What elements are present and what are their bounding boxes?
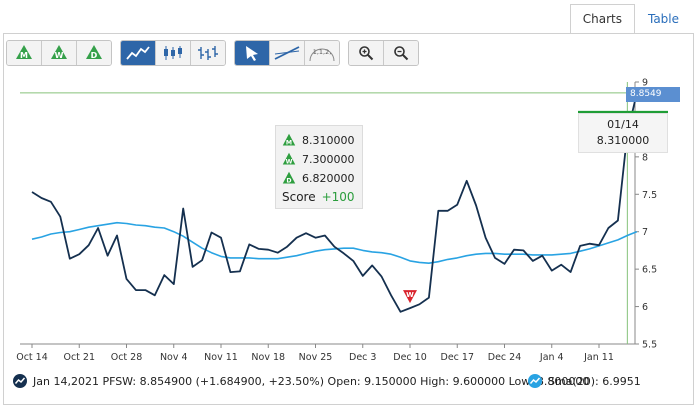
tab-table[interactable]: Table — [647, 12, 679, 26]
tooltip-row-monthly: M 8.310000 — [282, 132, 355, 148]
fibonacci-button[interactable]: 1,1,2, — [305, 41, 339, 65]
chart-series — [20, 82, 638, 344]
tooltip-value: 8.310000 — [302, 133, 355, 147]
y-tick-label: 6.5 — [642, 265, 657, 276]
daily-arrow-icon: D — [86, 45, 102, 60]
price-legend: Jan 14,2021 PFSW: 8.854900 (+1.684900, +… — [13, 374, 589, 388]
drawing-tool-group: 1,1,2, — [234, 40, 340, 66]
price-legend-text: Jan 14,2021 PFSW: 8.854900 (+1.684900, +… — [33, 374, 590, 388]
sma-line — [31, 221, 638, 265]
sma-series-icon — [528, 374, 542, 388]
score-label: Score — [282, 190, 316, 204]
x-tick-label: Oct 28 — [111, 352, 143, 363]
sma-legend: Sma(20): 6.9951 — [528, 374, 641, 388]
weekly-arrow-icon: W — [282, 152, 296, 166]
trendline-icon — [274, 46, 300, 60]
sell-signal-marker: W — [403, 290, 417, 304]
pointer-arrow-icon — [246, 46, 258, 61]
ohlc-bar-icon — [198, 46, 218, 60]
view-tabs: Charts Table — [569, 4, 692, 34]
candlestick-button[interactable] — [156, 41, 191, 65]
sell-arrow-icon — [403, 290, 417, 304]
x-tick-label: Nov 4 — [160, 352, 188, 363]
x-tick-label: Nov 25 — [299, 352, 333, 363]
level-bar — [578, 110, 668, 115]
weekly-button[interactable]: W — [42, 41, 77, 65]
chart-type-group — [120, 40, 226, 66]
line-chart-button[interactable] — [121, 41, 156, 65]
ohlc-button[interactable] — [191, 41, 225, 65]
x-tick-label: Jan 11 — [583, 352, 614, 363]
last-price-tag: 8.8549 — [626, 87, 680, 102]
fibonacci-label: 1,1,2, — [313, 48, 332, 56]
monthly-arrow-icon: M — [282, 133, 296, 147]
chart-frame — [3, 33, 694, 405]
line-chart-icon — [126, 46, 150, 60]
zoom-in-icon — [359, 46, 374, 61]
trendline-button[interactable] — [270, 41, 305, 65]
price-line — [31, 92, 638, 313]
sell-marker-letter: W — [406, 291, 414, 299]
signal-tooltip: M 8.310000 W 7.300000 D 6.820000 Score +1… — [275, 125, 363, 209]
cursor-value: 8.310000 — [596, 134, 650, 147]
tab-charts[interactable]: Charts — [569, 4, 635, 34]
x-tick-label: Dec 17 — [441, 352, 475, 363]
monthly-button[interactable]: M — [7, 41, 42, 65]
candlestick-icon — [164, 46, 182, 60]
tooltip-letter: W — [286, 159, 293, 166]
tooltip-value: 7.300000 — [302, 152, 355, 166]
zoom-in-button[interactable] — [349, 41, 384, 65]
x-tick-label: Oct 14 — [16, 352, 48, 363]
x-tick-label: Jan 4 — [539, 352, 564, 363]
monthly-letter: M — [20, 51, 28, 60]
x-tick-label: Nov 18 — [251, 352, 285, 363]
score-value: +100 — [321, 190, 355, 204]
daily-button[interactable]: D — [77, 41, 111, 65]
weekly-letter: W — [55, 51, 64, 60]
tooltip-score: Score +100 — [282, 190, 355, 204]
y-tick-label: 9 — [642, 78, 648, 89]
y-tick-label: 7.5 — [642, 190, 657, 201]
tooltip-row-daily: D 6.820000 — [282, 170, 355, 186]
weekly-arrow-icon: W — [51, 45, 67, 60]
zoom-group — [348, 40, 419, 66]
cursor-date: 01/14 — [607, 118, 639, 131]
y-tick-label: 8 — [642, 152, 648, 163]
tooltip-row-weekly: W 7.300000 — [282, 151, 355, 167]
period-button-group: M W D — [6, 40, 112, 66]
daily-arrow-icon: D — [282, 171, 296, 185]
daily-letter: D — [91, 51, 98, 60]
y-tick-label: 5.5 — [642, 340, 657, 351]
zoom-out-icon — [394, 46, 409, 61]
chart-toolbar: M W D — [6, 40, 419, 66]
zoom-out-button[interactable] — [384, 41, 418, 65]
sma-legend-text: Sma(20): 6.9951 — [548, 374, 641, 388]
chart-axes: Oct 14 Oct 21 Oct 28 Nov 4 Nov 11 Nov 18 Nov 2… — [16, 78, 657, 364]
x-tick-label: Oct 21 — [63, 352, 95, 363]
fibonacci-icon: 1,1,2, — [309, 48, 335, 62]
x-tick-label: Dec 24 — [488, 352, 522, 363]
x-tick-label: Dec 3 — [349, 352, 376, 363]
x-tick-label: Dec 10 — [393, 352, 427, 363]
pointer-button[interactable] — [235, 41, 270, 65]
x-tick-label: Nov 11 — [204, 352, 238, 363]
y-tick-label: 7 — [642, 227, 648, 238]
tooltip-letter: M — [286, 140, 292, 147]
cursor-readout: 01/14 8.310000 — [578, 113, 668, 153]
y-tick-label: 6 — [642, 302, 648, 313]
price-series-icon — [13, 374, 27, 388]
monthly-arrow-icon: M — [16, 45, 32, 60]
tooltip-letter: D — [286, 178, 291, 185]
tooltip-value: 6.820000 — [302, 171, 355, 185]
